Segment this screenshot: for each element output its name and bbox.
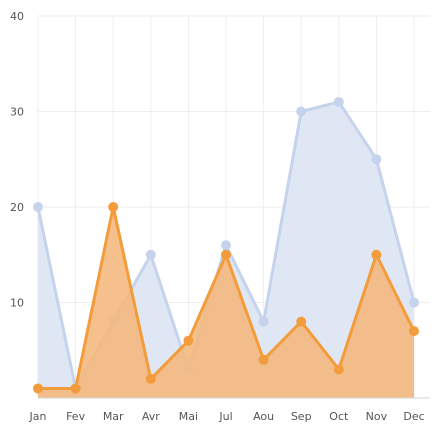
x-tick-label: Jul [218,410,232,423]
x-tick-label: Mai [179,410,198,423]
series-2-point[interactable] [409,326,419,337]
series-layer [33,96,419,398]
series-1-point[interactable] [409,297,419,308]
x-tick-label: Oct [329,410,349,423]
series-2-point[interactable] [371,249,382,260]
x-tick-label: Mar [103,410,124,423]
y-tick-label: 40 [10,10,24,23]
series-1-point[interactable] [333,96,344,107]
series-2-point[interactable] [296,316,307,327]
series-2-point[interactable] [108,202,119,212]
x-tick-label: Aou [253,410,274,423]
series-2-point[interactable] [70,383,81,394]
series-2-point[interactable] [221,249,231,260]
x-tick-label: Sep [291,410,312,423]
series-1-point[interactable] [258,316,269,327]
y-tick-label: 30 [10,106,24,119]
series-2-area [38,207,414,398]
series-2-point[interactable] [33,383,43,394]
series-1-point[interactable] [296,106,307,117]
series-1-point[interactable] [221,240,231,251]
series-2-point[interactable] [183,335,194,346]
x-tick-label: Avr [142,410,160,423]
series-2-point[interactable] [258,354,269,365]
x-tick-label: Dec [403,410,424,423]
series-2-point[interactable] [145,373,156,384]
series-2 [33,202,419,398]
y-tick-label: 10 [10,297,24,310]
series-2-point[interactable] [333,364,344,375]
series-1-point[interactable] [33,202,43,212]
y-tick-label: 20 [10,201,24,214]
series-1-point[interactable] [371,154,382,165]
x-tick-label: Jan [29,410,47,423]
label-layer: 10 20 30 40 Jan Fev Mar Avr Mai Jul Aou Sep Oct Nov De… [10,10,425,423]
series-1-point[interactable] [145,249,156,260]
x-tick-label: Nov [366,410,388,423]
x-tick-label: Fev [66,410,85,423]
